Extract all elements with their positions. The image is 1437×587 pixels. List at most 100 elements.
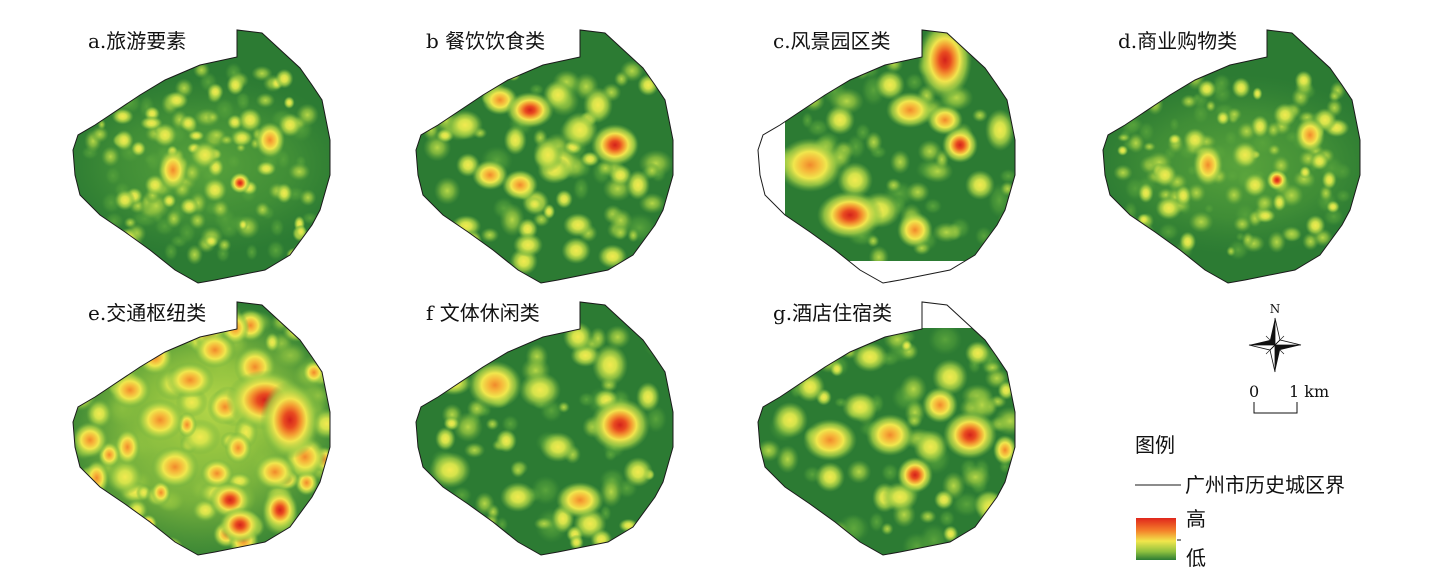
density-hotspot: [164, 91, 189, 110]
density-hotspot: [1155, 84, 1165, 95]
density-hotspot: [435, 426, 456, 451]
density-hotspot: [1252, 87, 1263, 101]
density-hotspot: [450, 527, 466, 545]
density-hotspot: [114, 429, 141, 466]
density-hotspot: [612, 224, 628, 241]
density-hotspot: [295, 224, 307, 239]
density-hotspot: [219, 134, 234, 146]
density-hotspot: [923, 198, 943, 215]
density-surface: [758, 328, 1015, 555]
density-surface: [785, 30, 1015, 261]
density-hotspot: [211, 199, 230, 219]
density-hotspot: [129, 346, 147, 366]
density-hotspot: [203, 178, 227, 202]
density-hotspot: [1117, 145, 1129, 156]
density-hotspot: [942, 127, 978, 163]
density-hotspot: [298, 309, 319, 334]
density-hotspot: [513, 233, 543, 257]
density-hotspot: [599, 476, 623, 508]
density-hotspot: [136, 399, 184, 441]
density-hotspot: [487, 529, 502, 548]
density-hotspot: [73, 522, 109, 553]
density-hotspot: [807, 337, 832, 355]
density-hotspot: [1295, 117, 1325, 153]
density-hotspot: [758, 519, 787, 541]
density-hotspot: [561, 237, 591, 264]
density-hotspot: [137, 339, 173, 375]
density-hotspot: [91, 126, 109, 143]
density-hotspot: [932, 359, 968, 395]
density-hotspot: [590, 529, 613, 550]
density-hotspot: [776, 445, 799, 474]
density-hotspot: [226, 74, 245, 96]
density-hotspot: [1180, 94, 1198, 109]
density-hotspot: [1231, 77, 1251, 99]
density-hotspot: [801, 112, 814, 129]
map-panel-e: e.交通枢纽类: [72, 301, 331, 556]
density-hotspot: [985, 109, 1015, 151]
density-hotspot: [758, 487, 775, 503]
density-hotspot: [1216, 110, 1230, 126]
density-hotspot: [423, 92, 437, 109]
density-hotspot: [646, 237, 668, 260]
density-hotspot: [842, 392, 878, 422]
density-hotspot: [928, 328, 963, 356]
density-hotspot: [445, 88, 464, 107]
density-hotspot: [1250, 115, 1270, 138]
density-hotspot: [1233, 216, 1252, 233]
density-hotspot: [200, 458, 234, 488]
density-hotspot: [151, 480, 171, 505]
density-hotspot: [480, 227, 500, 243]
density-hotspot: [1146, 93, 1164, 116]
density-hotspot: [1121, 228, 1133, 243]
density-hotspot: [779, 330, 811, 363]
density-hotspot: [661, 327, 673, 341]
map-panel-f: f 文体休闲类: [415, 301, 674, 556]
density-hotspot: [993, 435, 1015, 465]
density-hotspot: [1305, 214, 1326, 237]
density-hotspot: [1115, 243, 1125, 256]
map-panel-b: b 餐饮饮食类: [415, 29, 674, 284]
density-hotspot: [960, 465, 991, 490]
density-hotspot: [73, 422, 108, 458]
density-hotspot: [187, 130, 205, 142]
density-hotspot: [919, 509, 937, 524]
density-hotspot: [868, 511, 885, 532]
density-hotspot: [866, 234, 880, 248]
panel-label-c: c.风景园区类: [773, 29, 891, 53]
density-hotspot: [991, 328, 1012, 345]
density-hotspot: [1168, 133, 1182, 146]
density-hotspot: [114, 238, 137, 257]
density-hotspot: [899, 374, 928, 404]
density-hotspot: [206, 83, 224, 101]
density-hotspot: [100, 223, 112, 235]
density-hotspot: [165, 209, 182, 229]
density-hotspot: [1117, 133, 1131, 142]
density-hotspot: [817, 191, 883, 239]
density-hotspot: [468, 361, 522, 409]
density-hotspot: [555, 189, 573, 209]
density-hotspot: [448, 501, 464, 520]
density-hotspot: [107, 82, 123, 98]
density-hotspot: [1266, 121, 1281, 139]
density-hotspot: [429, 452, 471, 488]
density-hotspot: [1294, 70, 1313, 91]
density-hotspot: [519, 372, 561, 408]
density-hotspot: [158, 149, 188, 191]
density-hotspot: [1147, 81, 1168, 100]
density-hotspot: [913, 429, 948, 464]
density-hotspot: [591, 124, 639, 166]
density-hotspot: [623, 457, 653, 487]
density-hotspot: [298, 511, 321, 535]
density-hotspot: [114, 189, 136, 211]
density-hotspot: [798, 53, 827, 87]
density-hotspot: [1127, 132, 1145, 154]
density-hotspot: [793, 519, 805, 530]
density-hotspot: [572, 176, 590, 201]
density-hotspot: [131, 141, 146, 157]
density-hotspot: [108, 321, 135, 351]
density-hotspot: [299, 189, 317, 207]
density-hotspot: [785, 65, 812, 87]
density-hotspot: [485, 417, 500, 431]
density-hotspot: [224, 431, 252, 464]
